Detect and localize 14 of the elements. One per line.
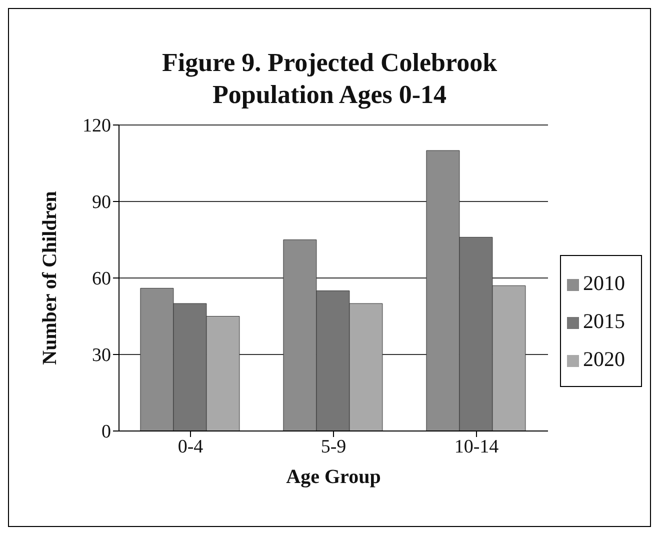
y-tick-label: 0 — [102, 422, 111, 443]
legend-label: 2020 — [583, 347, 625, 371]
legend-label: 2015 — [583, 309, 625, 333]
x-axis-title: Age Group — [286, 466, 381, 488]
chart-title: Figure 9. Projected Colebrook Population Ages 0-14 — [160, 47, 498, 111]
legend-label: 2010 — [583, 271, 625, 295]
y-tick-label: 90 — [92, 192, 111, 214]
y-tick-label: 60 — [92, 268, 111, 290]
y-tick-label: 30 — [92, 345, 111, 366]
y-tick-label: 120 — [82, 116, 111, 137]
y-axis-title: Number of Children — [39, 191, 62, 365]
x-tick-label: 5-9 — [320, 436, 346, 458]
x-tick-label: 0-4 — [178, 436, 204, 458]
x-tick-label: 10-14 — [454, 436, 500, 458]
